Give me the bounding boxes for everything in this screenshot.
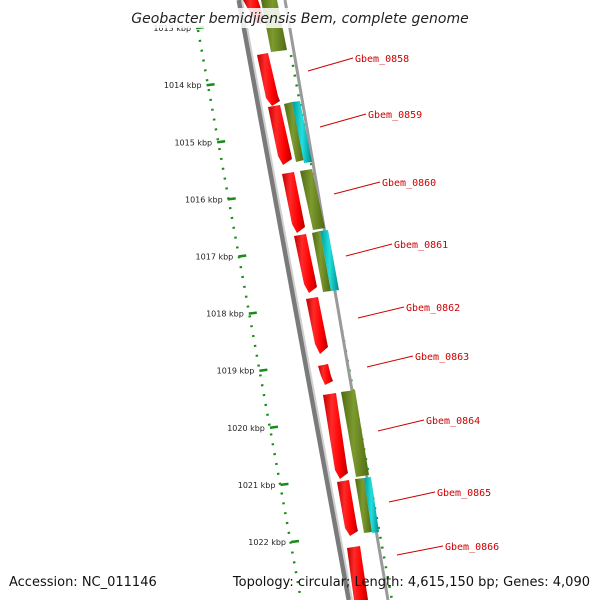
ruler-tick bbox=[280, 482, 289, 487]
gene-arrow[interactable] bbox=[257, 53, 280, 106]
genome-backbone bbox=[236, 0, 352, 600]
ruler-tick bbox=[259, 368, 268, 372]
ruler-tick-label: 1021 kbp bbox=[238, 481, 276, 490]
genome-summary-text: Topology: circular; Length: 4,615,150 bp… bbox=[232, 575, 590, 590]
ruler-tick bbox=[206, 82, 215, 87]
gene-label-leader bbox=[388, 491, 436, 503]
gene-label[interactable]: Gbem_0862 bbox=[406, 303, 460, 314]
ruler-tick-label: 1013 kbp bbox=[153, 24, 191, 33]
cds-bar[interactable] bbox=[284, 102, 304, 162]
gene-arrow[interactable] bbox=[337, 480, 358, 536]
ruler-tick-label: 1016 kbp bbox=[185, 195, 223, 204]
gene-arrow[interactable] bbox=[318, 364, 333, 385]
cds-bar[interactable] bbox=[300, 169, 325, 230]
cds-bar[interactable] bbox=[355, 478, 372, 533]
ruler-tick bbox=[238, 254, 247, 258]
misc-feature-bar[interactable] bbox=[364, 477, 379, 533]
gene-arrow[interactable] bbox=[306, 297, 328, 354]
gene-label[interactable]: Gbem_0865 bbox=[437, 488, 491, 499]
ruler-tick bbox=[227, 197, 236, 201]
title-backdrop bbox=[130, 8, 470, 28]
gene-arrow[interactable] bbox=[347, 546, 368, 600]
ruler-tick bbox=[290, 539, 300, 544]
gene-label-leader bbox=[377, 419, 425, 432]
gene-label[interactable]: Gbem_0864 bbox=[426, 416, 480, 427]
feature-track bbox=[243, 0, 379, 600]
ruler-tick-label: 1017 kbp bbox=[196, 253, 234, 262]
ruler-tick-label: 1015 kbp bbox=[174, 138, 212, 147]
gene-label[interactable]: Gbem_0866 bbox=[445, 542, 499, 553]
ruler-tick-label: 1022 kbp bbox=[248, 538, 286, 547]
gene-arrow[interactable] bbox=[282, 172, 305, 233]
gene-label[interactable]: Gbem_0861 bbox=[394, 240, 448, 251]
gene-label-leader bbox=[333, 181, 381, 195]
misc-feature-bar[interactable] bbox=[320, 230, 339, 291]
ruler-tick-label: 1019 kbp bbox=[217, 367, 255, 376]
genome-title: Geobacter bemidjiensis Bem, complete gen… bbox=[131, 11, 468, 27]
gene-arrow[interactable] bbox=[294, 234, 317, 293]
gene-label-leader bbox=[366, 355, 414, 368]
cds-bar[interactable] bbox=[312, 231, 331, 292]
ruler-tick-label: 1014 kbp bbox=[164, 81, 202, 90]
cds-bar[interactable] bbox=[341, 390, 369, 477]
gene-arrow[interactable] bbox=[323, 393, 348, 479]
accession-text: Accession: NC_011146 bbox=[9, 575, 157, 590]
genome-backbone-highlight bbox=[241, 0, 353, 600]
gene-label[interactable]: Gbem_0858 bbox=[355, 54, 409, 65]
ruler-tick bbox=[248, 311, 257, 315]
gene-arrow[interactable] bbox=[268, 105, 292, 165]
misc-feature-bar[interactable] bbox=[292, 101, 312, 163]
gene-label[interactable]: Gbem_0863 bbox=[415, 352, 469, 363]
gene-label-leader bbox=[319, 113, 367, 128]
gene-label[interactable]: Gbem_0860 bbox=[382, 178, 436, 189]
gene-labels: Gbem_0858 Gbem_0859 Gbem_0860 Gbem_0861 Gbem… bbox=[307, 54, 499, 556]
gene-label[interactable]: Gbem_0859 bbox=[368, 110, 422, 121]
ruler-tick bbox=[216, 140, 226, 144]
gene-label-leader bbox=[357, 306, 405, 319]
ruler-tick bbox=[269, 425, 279, 430]
ruler-tick-label: 1020 kbp bbox=[227, 424, 265, 433]
gene-label-leader bbox=[345, 243, 393, 257]
gene-label-leader bbox=[307, 57, 354, 72]
ruler-tick-label: 1018 kbp bbox=[206, 310, 244, 319]
gene-label-leader bbox=[396, 545, 444, 556]
